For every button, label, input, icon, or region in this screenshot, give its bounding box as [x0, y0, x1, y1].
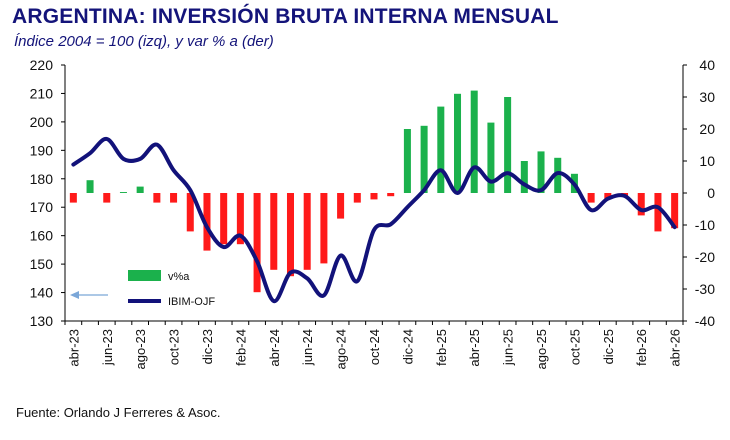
bar [437, 106, 445, 193]
x-tick-label: feb-25 [434, 329, 449, 366]
bar [454, 93, 462, 193]
x-tick-label: jun-23 [100, 329, 115, 366]
x-tick-label: jun-24 [300, 329, 315, 366]
axes-layer: 130140150160170180190200210220-40-30-20-… [30, 57, 716, 369]
bar [654, 193, 662, 232]
right-tick-label: 40 [699, 57, 715, 73]
right-tick-label: 10 [699, 153, 715, 169]
x-tick-label: abr-25 [467, 329, 482, 367]
x-tick-label: oct-23 [167, 329, 182, 365]
chart-legend: v%a IBIM-OJF [70, 270, 215, 308]
bar [186, 193, 194, 232]
x-tick-label: ago-25 [534, 329, 549, 369]
bar [520, 161, 528, 193]
chart-subtitle: Índice 2004 = 100 (izq), y var % a (der) [14, 33, 274, 50]
bar [203, 193, 211, 251]
left-tick-label: 180 [30, 171, 54, 187]
legend-label-line: IBIM-OJF [168, 296, 215, 308]
bar [119, 192, 127, 193]
bar [136, 186, 144, 193]
left-tick-label: 220 [30, 57, 54, 73]
left-tick-label: 140 [30, 285, 54, 301]
line-layer [71, 136, 677, 304]
x-tick-label: abr-26 [668, 329, 683, 367]
ibim-ojf-line [71, 136, 677, 304]
x-tick-label: dic-24 [400, 329, 415, 364]
bar [554, 157, 562, 193]
bar [387, 193, 395, 197]
bar [220, 193, 228, 245]
bar [153, 193, 161, 203]
bar [320, 193, 328, 264]
left-tick-label: 190 [30, 142, 54, 158]
x-tick-label: dic-25 [601, 329, 616, 364]
bar [253, 193, 261, 293]
bar [236, 193, 244, 245]
bar [537, 151, 545, 193]
bar [671, 193, 679, 229]
x-tick-label: oct-25 [567, 329, 582, 365]
bars-layer [69, 90, 679, 293]
bar [604, 193, 612, 200]
bar [420, 125, 428, 193]
legend-swatch-bar [128, 270, 161, 281]
bar [487, 122, 495, 193]
bar [353, 193, 361, 203]
bar [337, 193, 345, 219]
left-tick-label: 160 [30, 228, 54, 244]
bar [286, 193, 294, 277]
x-tick-label: feb-24 [233, 329, 248, 366]
right-tick-label: -20 [695, 249, 715, 265]
bar [637, 193, 645, 216]
left-tick-label: 200 [30, 114, 54, 130]
x-tick-label: feb-26 [634, 329, 649, 366]
bar [270, 193, 278, 270]
x-tick-label: ago-23 [133, 329, 148, 369]
bar [370, 193, 378, 200]
x-tick-label: jun-25 [501, 329, 516, 366]
source-note: Fuente: Orlando J Ferreres & Asoc. [16, 405, 221, 420]
bar [587, 193, 595, 203]
right-tick-label: 20 [699, 121, 715, 137]
bar [403, 129, 411, 193]
bar [303, 193, 311, 270]
x-tick-label: dic-23 [200, 329, 215, 364]
bar [69, 193, 77, 203]
x-tick-label: ago-24 [334, 329, 349, 369]
bar [170, 193, 178, 203]
bar [470, 90, 478, 193]
bar [103, 193, 111, 203]
right-tick-label: -40 [695, 313, 715, 329]
x-tick-label: oct-24 [367, 329, 382, 365]
right-tick-label: 30 [699, 89, 715, 105]
right-tick-label: 0 [707, 185, 715, 201]
right-tick-label: -10 [695, 217, 715, 233]
left-tick-label: 150 [30, 256, 54, 272]
left-tick-label: 210 [30, 85, 54, 101]
arrow-head [70, 291, 79, 299]
legend-label-bar: v%a [168, 271, 190, 283]
x-tick-label: abr-24 [267, 329, 282, 367]
chart-title: ARGENTINA: INVERSIÓN BRUTA INTERNA MENSU… [12, 5, 559, 28]
left-tick-label: 170 [30, 199, 54, 215]
right-tick-label: -30 [695, 281, 715, 297]
x-tick-label: abr-23 [66, 329, 81, 367]
bar [86, 180, 94, 193]
bar [504, 97, 512, 193]
left-tick-label: 130 [30, 313, 54, 329]
